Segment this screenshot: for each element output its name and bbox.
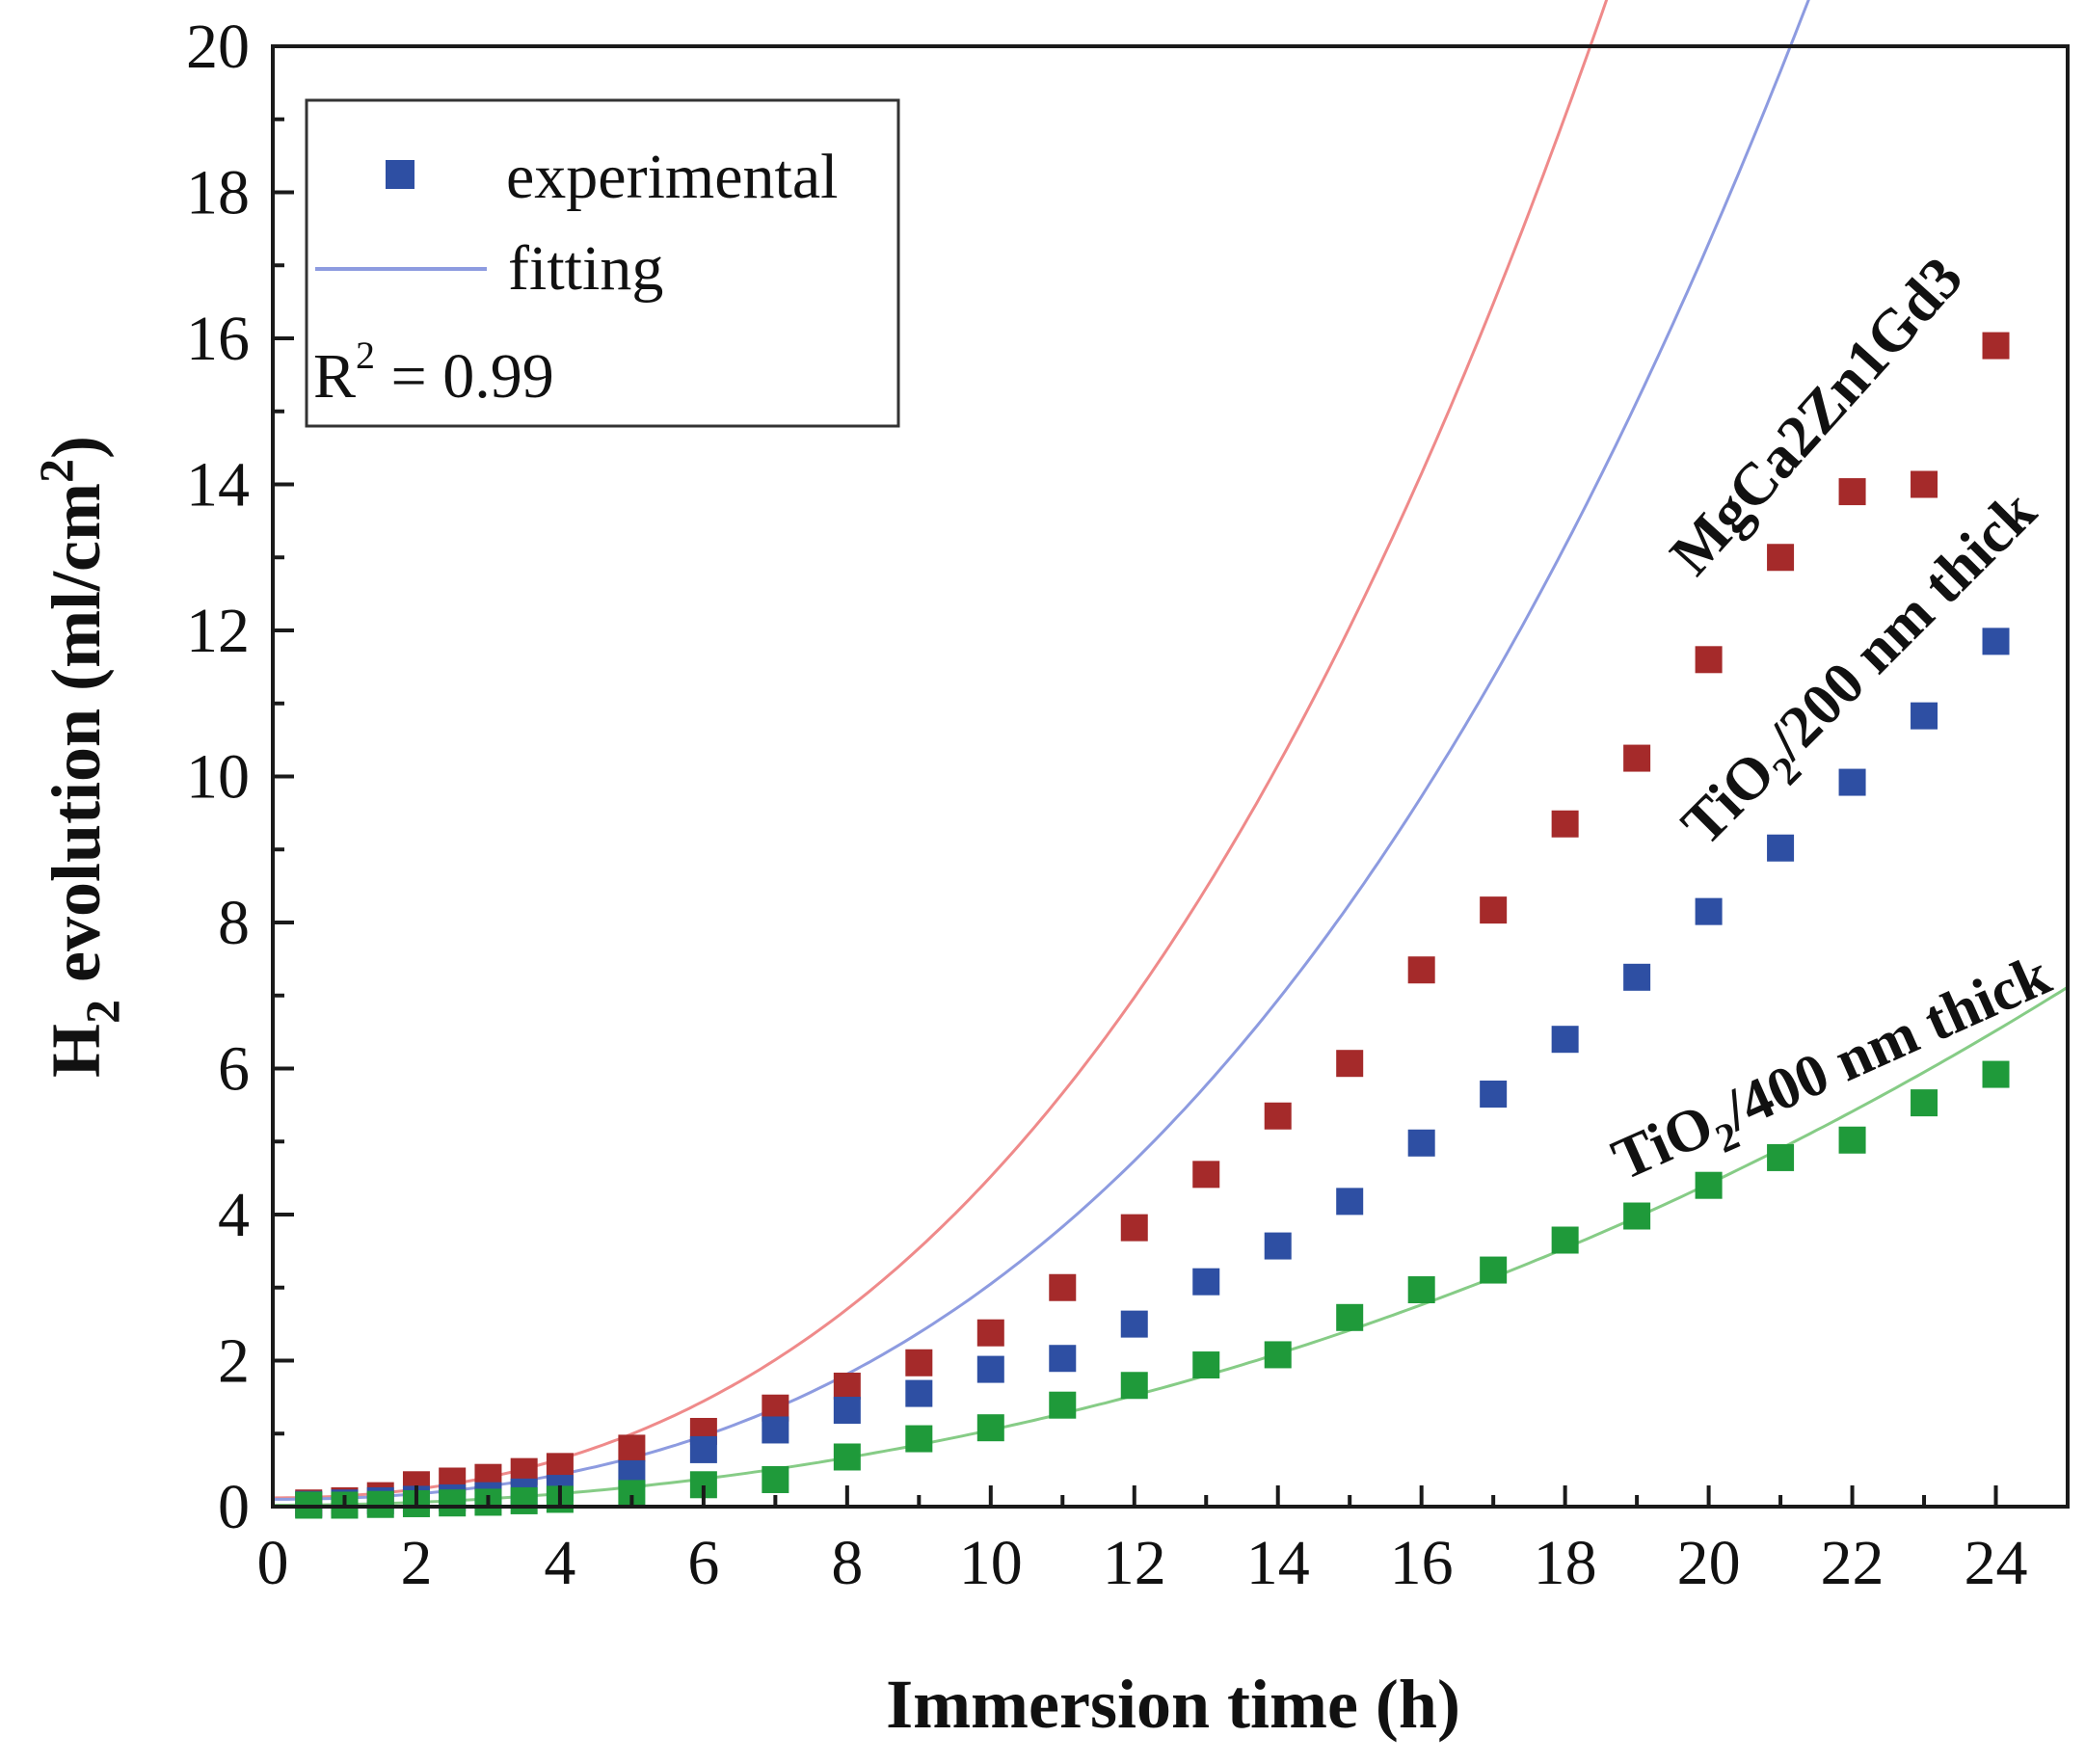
y-axis-title: H2 evolution (ml/cm2) <box>29 436 129 1078</box>
data-point-series-3 <box>1982 1060 2010 1088</box>
y-tick-label: 2 <box>218 1326 250 1397</box>
data-point-series-2 <box>1049 1345 1077 1373</box>
x-tick-label: 18 <box>1534 1528 1597 1598</box>
x-tick-label: 16 <box>1390 1528 1454 1598</box>
x-tick-label: 22 <box>1821 1528 1885 1598</box>
data-point-series-3 <box>1551 1226 1579 1254</box>
x-tick-label: 24 <box>1965 1528 2028 1598</box>
data-point-series-1 <box>618 1434 646 1462</box>
y-tick-label: 8 <box>218 888 250 958</box>
data-point-series-2 <box>1982 628 2010 655</box>
data-point-series-2 <box>1120 1310 1148 1338</box>
data-point-series-1 <box>1120 1214 1148 1242</box>
data-point-series-3 <box>1695 1171 1723 1199</box>
data-point-series-1 <box>1264 1102 1292 1130</box>
data-point-series-2 <box>689 1435 717 1463</box>
x-tick-label: 8 <box>831 1528 863 1598</box>
legend: experimental fitting R2 = 0.99 <box>305 98 900 428</box>
data-point-series-3 <box>1407 1276 1435 1304</box>
data-point-series-2 <box>833 1397 861 1425</box>
data-point-series-3 <box>905 1425 933 1453</box>
data-point-series-3 <box>762 1465 789 1493</box>
x-tick-label: 10 <box>959 1528 1023 1598</box>
data-point-series-1 <box>1695 646 1723 674</box>
y-tick-label: 12 <box>186 596 250 666</box>
data-point-series-1 <box>833 1373 861 1401</box>
y-tick-label: 14 <box>186 450 250 521</box>
x-tick-label: 6 <box>687 1528 719 1598</box>
data-point-series-2 <box>1695 897 1723 925</box>
data-point-series-3 <box>1911 1089 1938 1117</box>
data-point-series-1 <box>1623 744 1651 772</box>
data-point-series-2 <box>1623 963 1651 991</box>
x-axis-title: Immersion time (h) <box>886 1666 1460 1743</box>
data-point-series-1 <box>1911 470 1938 498</box>
data-point-series-2 <box>1838 768 1866 796</box>
data-point-series-2 <box>1407 1129 1435 1157</box>
data-point-series-2 <box>1192 1268 1220 1296</box>
curve-label-series-1: MgCa2Zn1Gd3 <box>1658 245 1975 587</box>
data-point-series-3 <box>1480 1256 1508 1284</box>
data-point-series-3 <box>1623 1202 1651 1230</box>
legend-experimental-label: experimental <box>506 142 839 212</box>
data-point-series-1 <box>1551 810 1579 838</box>
data-point-series-1 <box>1838 478 1866 506</box>
data-point-series-1 <box>1982 332 2010 360</box>
x-tick-label: 2 <box>400 1528 432 1598</box>
data-point-series-1 <box>1767 544 1795 572</box>
x-tick-label: 4 <box>544 1528 575 1598</box>
data-point-series-1 <box>1480 896 1508 924</box>
data-point-series-3 <box>833 1443 861 1471</box>
data-point-series-2 <box>1767 834 1795 862</box>
data-point-series-2 <box>1336 1188 1364 1216</box>
data-point-series-3 <box>1192 1351 1220 1379</box>
legend-fitting-label: fitting <box>508 233 663 304</box>
data-point-series-3 <box>1264 1341 1292 1369</box>
data-point-series-2 <box>905 1379 933 1407</box>
data-point-series-3 <box>976 1414 1004 1442</box>
legend-experimental-marker <box>386 160 414 189</box>
data-point-series-2 <box>762 1416 789 1444</box>
y-tick-label: 10 <box>186 742 250 813</box>
data-point-series-3 <box>1838 1126 1866 1154</box>
data-point-series-1 <box>976 1319 1004 1347</box>
data-point-series-3 <box>439 1489 467 1517</box>
y-tick-label: 4 <box>218 1180 250 1250</box>
y-tick-label: 18 <box>186 158 250 228</box>
data-point-series-3 <box>1049 1391 1077 1419</box>
data-point-series-2 <box>1911 702 1938 730</box>
data-point-series-3 <box>1767 1143 1795 1171</box>
x-tick-label: 20 <box>1677 1528 1741 1598</box>
y-tick-label: 0 <box>218 1472 250 1542</box>
data-point-series-1 <box>1192 1161 1220 1189</box>
x-tick-label: 14 <box>1246 1528 1310 1598</box>
data-point-series-2 <box>1551 1026 1579 1054</box>
data-point-series-3 <box>1120 1372 1148 1400</box>
y-tick-label: 20 <box>186 12 250 82</box>
y-tick-label: 16 <box>186 304 250 374</box>
data-point-series-3 <box>510 1486 538 1514</box>
data-point-series-2 <box>1264 1232 1292 1260</box>
data-point-series-3 <box>366 1490 394 1518</box>
data-point-series-2 <box>1480 1081 1508 1109</box>
x-tick-label: 0 <box>257 1528 289 1598</box>
data-point-series-1 <box>905 1349 933 1376</box>
legend-r-squared: R2 = 0.99 <box>313 334 554 412</box>
x-tick-label: 12 <box>1103 1528 1166 1598</box>
y-tick-label: 6 <box>218 1034 250 1105</box>
data-point-series-1 <box>1336 1050 1364 1078</box>
data-point-series-1 <box>1407 956 1435 984</box>
data-point-series-1 <box>1049 1273 1077 1301</box>
data-point-series-2 <box>976 1355 1004 1383</box>
legend-box <box>305 98 900 428</box>
data-point-series-3 <box>1336 1303 1364 1331</box>
